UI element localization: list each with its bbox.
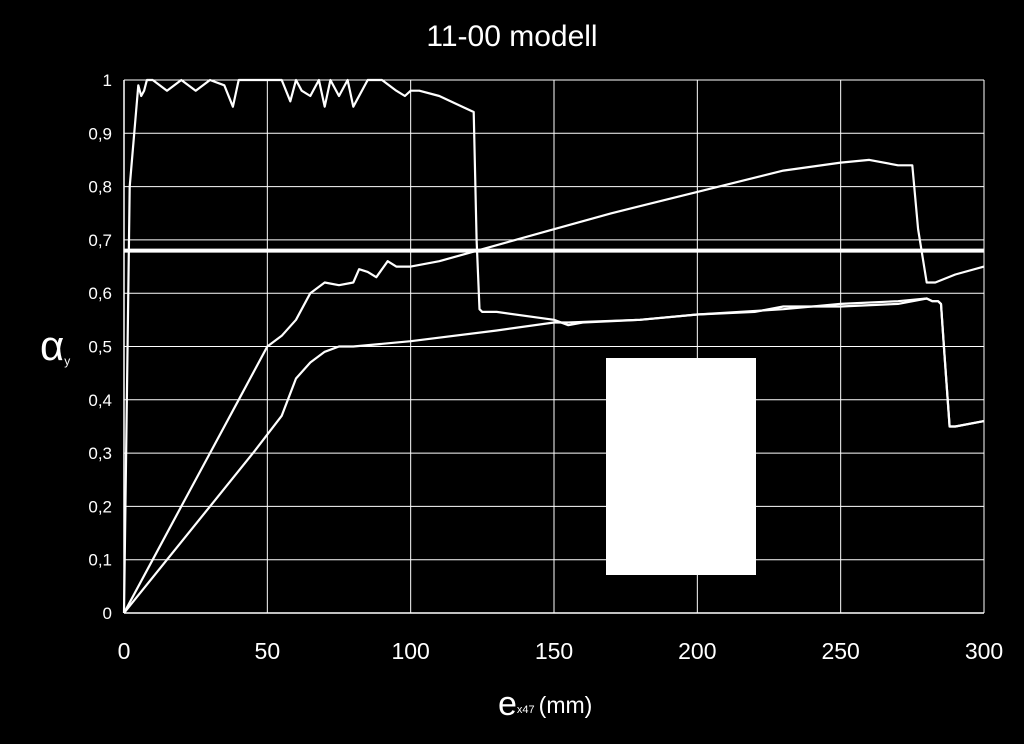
x-tick-labels: 0 50 100 150 200 250 300 — [118, 638, 1004, 664]
y-tick-label: 0,2 — [88, 497, 112, 516]
x-tick-label: 150 — [535, 638, 573, 664]
x-tick-label: 100 — [391, 638, 429, 664]
y-tick-label: 0,6 — [88, 284, 112, 303]
x-tick-label: 300 — [965, 638, 1003, 664]
y-axis-label: αy — [40, 322, 70, 369]
y-tick-label: 0,3 — [88, 444, 112, 463]
y-tick-label: 1 — [103, 71, 112, 90]
x-tick-label: 50 — [255, 638, 281, 664]
y-tick-labels: 0 0,1 0,2 0,3 0,4 0,5 0,6 0,7 0,8 0,9 1 — [88, 71, 112, 623]
series-lines — [122, 78, 985, 614]
y-axis-label-main: α — [40, 322, 64, 369]
x-axis-label-unit: (mm) — [539, 692, 593, 718]
y-tick-label: 0,5 — [88, 338, 112, 357]
white-box — [606, 358, 756, 575]
x-axis-label-sub: x47 — [517, 704, 535, 716]
series-line-2 — [123, 158, 985, 614]
x-axis-label: ex47 (mm) — [498, 685, 592, 723]
x-tick-label: 0 — [118, 638, 131, 664]
chart-title: 11-00 modell — [426, 20, 597, 53]
y-tick-label: 0 — [103, 604, 112, 623]
y-tick-label: 0,9 — [88, 124, 112, 143]
y-tick-label: 0,7 — [88, 231, 112, 250]
x-tick-label: 200 — [678, 638, 716, 664]
series-line-3 — [123, 297, 985, 614]
x-tick-label: 250 — [821, 638, 859, 664]
x-axis-label-main: e — [498, 685, 517, 723]
y-axis-label-sub: y — [64, 354, 70, 368]
y-tick-label: 0,8 — [88, 178, 112, 197]
y-tick-label: 0,4 — [88, 391, 112, 410]
y-tick-label: 0,1 — [88, 551, 112, 570]
